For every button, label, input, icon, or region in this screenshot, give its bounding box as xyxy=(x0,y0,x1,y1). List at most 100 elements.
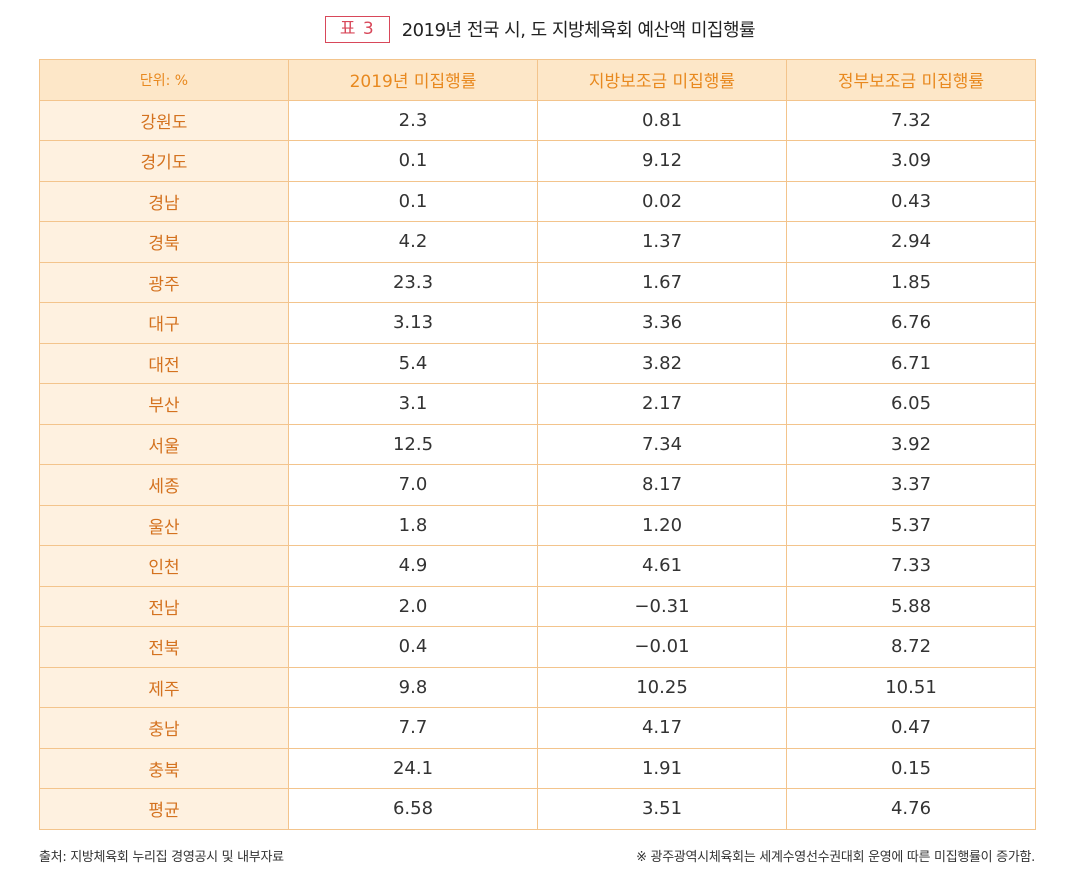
table-row: 서울 12.5 7.34 3.92 xyxy=(39,423,1036,465)
budget-unexecuted-rate-table: 단위: % 2019년 미집행률 지방보조금 미집행률 정부보조금 미집행률 강… xyxy=(39,59,1036,830)
value-cell: 4.61 xyxy=(537,545,787,587)
value-cell: 1.91 xyxy=(537,747,787,789)
column-header-local-subsidy-rate: 지방보조금 미집행률 xyxy=(537,59,787,101)
value-cell: 6.58 xyxy=(288,788,538,830)
value-cell: 0.4 xyxy=(288,626,538,668)
value-cell: 2.17 xyxy=(537,383,787,425)
region-cell: 경남 xyxy=(39,180,289,222)
table-row: 경남 0.1 0.02 0.43 xyxy=(39,180,1036,222)
value-cell: 0.81 xyxy=(537,99,787,141)
table-row: 인천 4.9 4.61 7.33 xyxy=(39,545,1036,587)
value-cell: 5.88 xyxy=(786,585,1036,627)
value-cell: 10.51 xyxy=(786,666,1036,708)
value-cell: 3.09 xyxy=(786,140,1036,182)
value-cell: 0.43 xyxy=(786,180,1036,222)
table-row: 제주 9.8 10.25 10.51 xyxy=(39,666,1036,708)
value-cell: 8.72 xyxy=(786,626,1036,668)
value-cell: 10.25 xyxy=(537,666,787,708)
value-cell: 5.4 xyxy=(288,342,538,384)
value-cell: 6.05 xyxy=(786,383,1036,425)
table-row: 세종 7.0 8.17 3.37 xyxy=(39,464,1036,506)
value-cell: 3.92 xyxy=(786,423,1036,465)
value-cell: 1.20 xyxy=(537,504,787,546)
table-header-row: 단위: % 2019년 미집행률 지방보조금 미집행률 정부보조금 미집행률 xyxy=(39,59,1036,101)
value-cell: 0.47 xyxy=(786,707,1036,749)
table-row: 울산 1.8 1.20 5.37 xyxy=(39,504,1036,546)
table-row: 부산 3.1 2.17 6.05 xyxy=(39,383,1036,425)
value-cell: 9.12 xyxy=(537,140,787,182)
value-cell: 7.33 xyxy=(786,545,1036,587)
value-cell: 1.37 xyxy=(537,221,787,263)
region-cell: 세종 xyxy=(39,464,289,506)
region-cell: 대구 xyxy=(39,302,289,344)
value-cell: −0.01 xyxy=(537,626,787,668)
value-cell: 3.82 xyxy=(537,342,787,384)
value-cell: 0.1 xyxy=(288,180,538,222)
region-cell: 울산 xyxy=(39,504,289,546)
value-cell: 4.17 xyxy=(537,707,787,749)
value-cell: 2.94 xyxy=(786,221,1036,263)
table-row: 충남 7.7 4.17 0.47 xyxy=(39,707,1036,749)
value-cell: 7.7 xyxy=(288,707,538,749)
value-cell: 1.8 xyxy=(288,504,538,546)
region-cell: 전남 xyxy=(39,585,289,627)
value-cell: 4.2 xyxy=(288,221,538,263)
value-cell: 3.13 xyxy=(288,302,538,344)
value-cell: 4.9 xyxy=(288,545,538,587)
value-cell: 23.3 xyxy=(288,261,538,303)
table-row: 평균 6.58 3.51 4.76 xyxy=(39,788,1036,830)
region-cell: 대전 xyxy=(39,342,289,384)
region-cell: 강원도 xyxy=(39,99,289,141)
region-cell: 서울 xyxy=(39,423,289,465)
table-row: 강원도 2.3 0.81 7.32 xyxy=(39,99,1036,141)
column-header-2019-rate: 2019년 미집행률 xyxy=(288,59,538,101)
table-caption: 표 3 2019년 전국 시, 도 지방체육회 예산액 미집행률 xyxy=(0,12,1080,46)
table-row: 전북 0.4 −0.01 8.72 xyxy=(39,626,1036,668)
region-cell: 충북 xyxy=(39,747,289,789)
value-cell: 5.37 xyxy=(786,504,1036,546)
table-row: 대구 3.13 3.36 6.76 xyxy=(39,302,1036,344)
region-cell: 경기도 xyxy=(39,140,289,182)
table-row: 전남 2.0 −0.31 5.88 xyxy=(39,585,1036,627)
table-body: 강원도 2.3 0.81 7.32 경기도 0.1 9.12 3.09 경남 0.1 0.02 0.4… xyxy=(39,99,1036,830)
table-row: 경북 4.2 1.37 2.94 xyxy=(39,221,1036,263)
value-cell: 2.3 xyxy=(288,99,538,141)
value-cell: 8.17 xyxy=(537,464,787,506)
table-row: 광주 23.3 1.67 1.85 xyxy=(39,261,1036,303)
region-cell: 부산 xyxy=(39,383,289,425)
column-header-gov-subsidy-rate: 정부보조금 미집행률 xyxy=(786,59,1036,101)
region-cell: 경북 xyxy=(39,221,289,263)
footnote: ※ 광주광역시체육회는 세계수영선수권대회 운영에 따른 미집행률이 증가함. xyxy=(636,850,1035,865)
region-cell: 인천 xyxy=(39,545,289,587)
value-cell: 0.1 xyxy=(288,140,538,182)
value-cell: 9.8 xyxy=(288,666,538,708)
region-cell: 평균 xyxy=(39,788,289,830)
table-row: 충북 24.1 1.91 0.15 xyxy=(39,747,1036,789)
value-cell: 3.36 xyxy=(537,302,787,344)
value-cell: 6.71 xyxy=(786,342,1036,384)
value-cell: 1.85 xyxy=(786,261,1036,303)
value-cell: 6.76 xyxy=(786,302,1036,344)
region-cell: 충남 xyxy=(39,707,289,749)
value-cell: −0.31 xyxy=(537,585,787,627)
column-header-unit: 단위: % xyxy=(39,59,289,101)
region-cell: 제주 xyxy=(39,666,289,708)
value-cell: 7.32 xyxy=(786,99,1036,141)
table-number-badge: 표 3 xyxy=(324,15,390,43)
value-cell: 1.67 xyxy=(537,261,787,303)
value-cell: 7.34 xyxy=(537,423,787,465)
value-cell: 7.0 xyxy=(288,464,538,506)
table-row: 경기도 0.1 9.12 3.09 xyxy=(39,140,1036,182)
value-cell: 0.15 xyxy=(786,747,1036,789)
value-cell: 2.0 xyxy=(288,585,538,627)
value-cell: 3.37 xyxy=(786,464,1036,506)
value-cell: 12.5 xyxy=(288,423,538,465)
value-cell: 24.1 xyxy=(288,747,538,789)
region-cell: 광주 xyxy=(39,261,289,303)
value-cell: 3.51 xyxy=(537,788,787,830)
value-cell: 0.02 xyxy=(537,180,787,222)
table-row: 대전 5.4 3.82 6.71 xyxy=(39,342,1036,384)
table-title: 2019년 전국 시, 도 지방체육회 예산액 미집행률 xyxy=(401,20,756,41)
value-cell: 4.76 xyxy=(786,788,1036,830)
source-note: 출처: 지방체육회 누리집 경영공시 및 내부자료 xyxy=(39,850,284,865)
